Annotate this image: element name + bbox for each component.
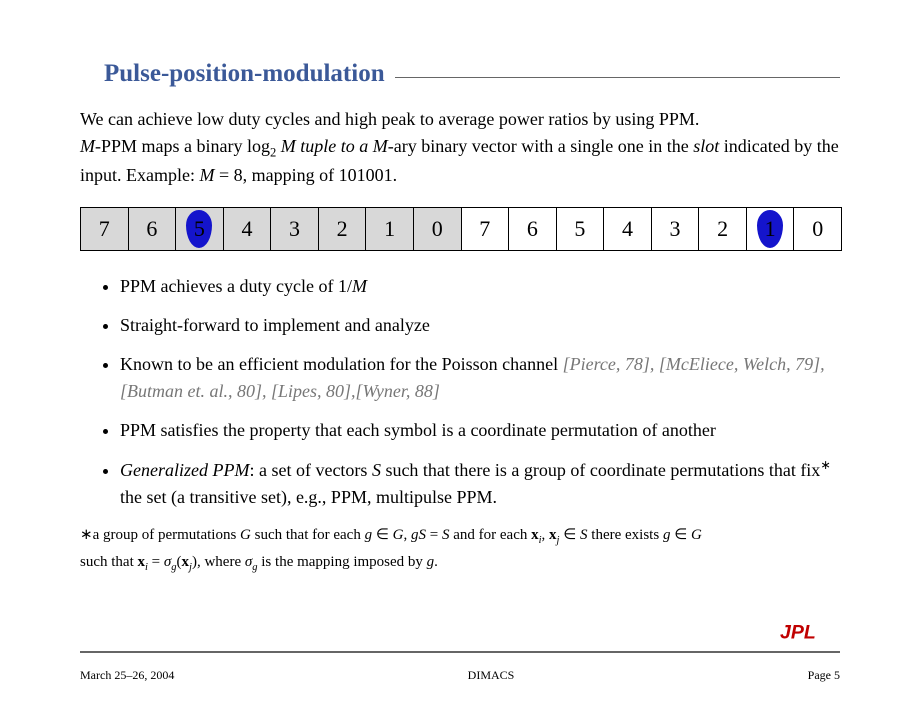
ppm-slot: 6 <box>509 208 557 250</box>
bullet-list: PPM achieves a duty cycle of 1/M Straigh… <box>80 273 840 511</box>
jpl-logo: JPL <box>780 622 840 643</box>
footer-center: DIMACS <box>468 668 515 683</box>
ppm-slot: 5 <box>557 208 605 250</box>
bullet-text: Known to be an efficient modulation for … <box>120 354 563 374</box>
intro-paragraph: We can achieve low duty cycles and high … <box>80 106 840 189</box>
footnote-text: ∈ <box>559 527 580 543</box>
slot-label: 6 <box>146 216 157 242</box>
para-text: M <box>373 136 388 156</box>
footnote-text: x <box>138 554 146 570</box>
para-text: We can achieve low duty cycles and high … <box>80 109 699 129</box>
para-text: M <box>199 165 214 185</box>
title-rule <box>395 77 840 78</box>
ppm-slot: 0 <box>794 208 841 250</box>
ppm-slot: 3 <box>271 208 319 250</box>
ppm-slot: 7 <box>462 208 510 250</box>
footnote-text: = <box>148 554 164 570</box>
slot-label: 1 <box>765 216 776 242</box>
bottom-rule <box>80 651 840 653</box>
bullet-text: : a set of vectors <box>249 460 371 480</box>
footnote-text: S <box>580 527 588 543</box>
slot-label: 0 <box>432 216 443 242</box>
footer-left: March 25–26, 2004 <box>80 668 174 683</box>
footnote-text: = <box>426 527 442 543</box>
ppm-slot: 2 <box>319 208 367 250</box>
para-text: M <box>80 136 95 156</box>
slot-label: 4 <box>241 216 252 242</box>
footnote-text: gS <box>411 527 426 543</box>
footer: March 25–26, 2004 DIMACS Page 5 <box>80 668 840 683</box>
footnote-text: . <box>434 554 438 570</box>
footnote-text: is the mapping imposed by <box>258 554 427 570</box>
ppm-slot: 7 <box>81 208 129 250</box>
footnote-text: a group of permutations <box>93 527 240 543</box>
bullet-text: Straight-forward to implement and analyz… <box>120 315 430 335</box>
slot-label: 5 <box>194 216 205 242</box>
slot-label: 7 <box>479 216 490 242</box>
para-slot: slot <box>693 136 719 156</box>
ppm-slot: 4 <box>224 208 272 250</box>
ppm-slot: 2 <box>699 208 747 250</box>
bullet-item: PPM satisfies the property that each sym… <box>120 417 840 444</box>
slide-content: Pulse-position-modulation We can achieve… <box>0 0 920 577</box>
footnote: ∗a group of permutations G such that for… <box>80 523 840 577</box>
ppm-slot: 1 <box>366 208 414 250</box>
footnote-text: x <box>549 527 557 543</box>
footnote-text: ∈ <box>670 527 691 543</box>
ppm-slot: 1 <box>747 208 795 250</box>
slide-title: Pulse-position-modulation <box>104 60 385 88</box>
bullet-text: the set (a transitive set), e.g., PPM, m… <box>120 487 497 507</box>
footnote-text: ∈ <box>372 527 393 543</box>
ppm-slot: 5 <box>176 208 224 250</box>
para-text: M tuple to a <box>276 136 373 156</box>
footnote-text: G <box>240 527 251 543</box>
slot-label: 3 <box>670 216 681 242</box>
ppm-slot: 0 <box>414 208 462 250</box>
footnote-text: such that <box>80 554 138 570</box>
bullet-text: M <box>352 276 367 296</box>
footnote-text: , <box>542 527 550 543</box>
bullet-item: Known to be an efficient modulation for … <box>120 351 840 405</box>
svg-text:JPL: JPL <box>780 622 816 643</box>
slot-label: 5 <box>574 216 585 242</box>
footnote-text: x <box>531 527 539 543</box>
ppm-slot: 3 <box>652 208 700 250</box>
slot-label: 4 <box>622 216 633 242</box>
bullet-text: such that there is a group of coordinate… <box>381 460 716 480</box>
bullet-item: Generalized PPM: a set of vectors S such… <box>120 456 840 511</box>
footer-right: Page 5 <box>808 668 840 683</box>
bullet-text: tations that fix <box>716 460 820 480</box>
bullet-text: S <box>372 460 381 480</box>
slot-label: 7 <box>99 216 110 242</box>
slot-label: 2 <box>337 216 348 242</box>
slot-label: 2 <box>717 216 728 242</box>
slot-label: 3 <box>289 216 300 242</box>
footnote-text: such that for each <box>251 527 365 543</box>
footnote-text: G <box>691 527 702 543</box>
footnote-text: , <box>404 527 412 543</box>
ppm-slot: 4 <box>604 208 652 250</box>
para-text: -PPM maps a binary log <box>95 136 270 156</box>
footnote-text: ), where <box>192 554 245 570</box>
para-text: -ary binary vector with a single one in … <box>388 136 693 156</box>
bullet-item: PPM achieves a duty cycle of 1/M <box>120 273 840 300</box>
footnote-text: x <box>182 554 190 570</box>
title-row: Pulse-position-modulation <box>80 60 840 88</box>
footnote-star: ∗ <box>80 527 93 543</box>
bullet-star: ∗ <box>820 458 831 472</box>
slot-label: 1 <box>384 216 395 242</box>
slot-label: 6 <box>527 216 538 242</box>
bullet-text: PPM satisfies the property that each sym… <box>120 420 716 440</box>
ppm-slot: 6 <box>129 208 177 250</box>
footnote-text: G <box>393 527 404 543</box>
bullet-text: PPM achieves a duty cycle of 1/ <box>120 276 352 296</box>
bullet-item: Straight-forward to implement and analyz… <box>120 312 840 339</box>
footnote-text: and for each <box>449 527 531 543</box>
bullet-text: Generalized PPM <box>120 460 249 480</box>
slot-label: 0 <box>812 216 823 242</box>
footnote-text: there exists <box>588 527 663 543</box>
para-text: = 8, mapping of 101001. <box>214 165 397 185</box>
ppm-slots-diagram: 7 6 5 4 3 2 1 0 7 6 5 4 3 2 1 0 <box>80 207 842 251</box>
footnote-text: g <box>365 527 373 543</box>
